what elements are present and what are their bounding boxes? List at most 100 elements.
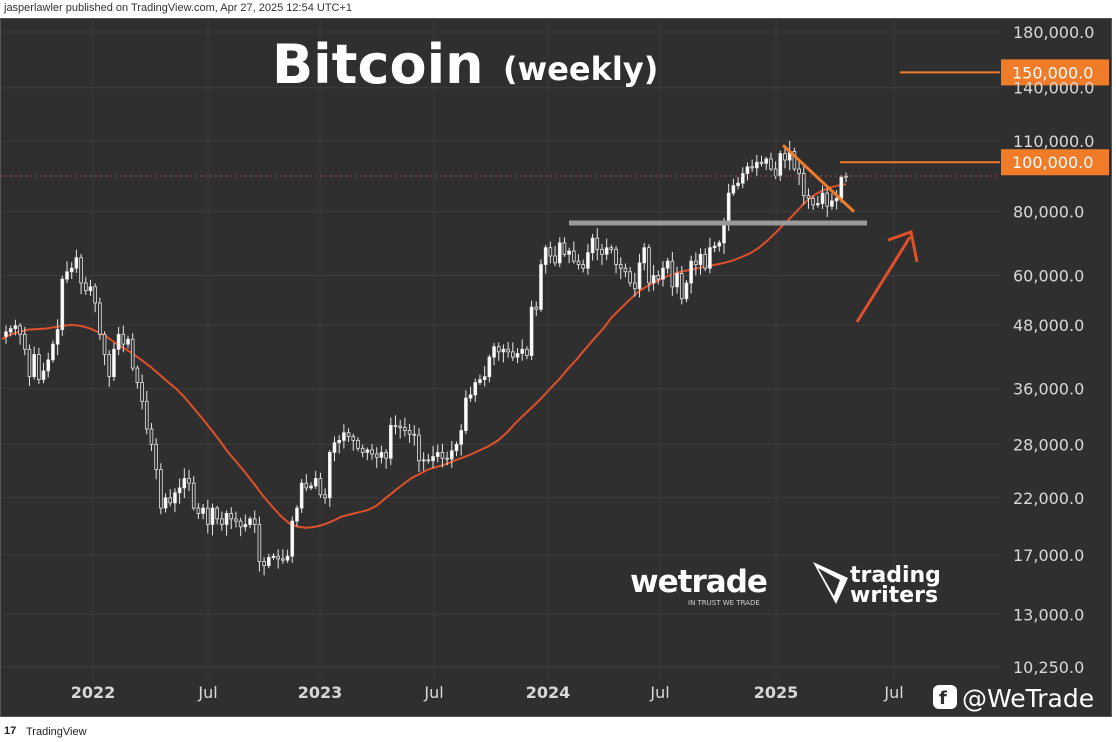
candle — [313, 470, 318, 489]
candle-body — [112, 348, 116, 378]
candle — [98, 297, 102, 340]
candle-body — [454, 443, 459, 452]
trading-writers-watermark: trading writers — [813, 562, 941, 608]
candle-body — [281, 558, 285, 561]
candle — [135, 365, 140, 389]
candle-body — [670, 260, 675, 288]
candle-body — [750, 166, 754, 169]
candle-body — [609, 247, 614, 250]
candle-body — [478, 379, 482, 383]
trading-writers-line2: writers — [850, 583, 938, 608]
candle-body — [351, 436, 356, 441]
candle-body — [187, 478, 191, 484]
tradingview-brand: TradingView — [26, 726, 87, 738]
x-tick-label: 2023 — [298, 683, 343, 702]
candle — [698, 248, 703, 275]
candle — [548, 241, 553, 264]
candle-body — [661, 267, 665, 280]
candle-body — [412, 433, 417, 436]
candle — [473, 378, 478, 402]
candle-body — [647, 247, 651, 284]
candle — [154, 438, 158, 480]
candle-body — [229, 513, 234, 520]
candle-body — [393, 424, 398, 427]
candle — [670, 251, 675, 296]
candle — [694, 252, 698, 276]
candle-body — [220, 518, 224, 525]
candle-body — [32, 354, 36, 378]
candle-body — [792, 151, 797, 170]
candle-body — [595, 237, 600, 250]
candle-body — [464, 397, 468, 431]
x-tick-label: Jul — [883, 683, 903, 702]
candle — [534, 301, 539, 317]
y-axis: 180,000.0 140,000.0 110,000.0 80,000.0 60,00… — [1013, 23, 1094, 677]
wetrade-watermark: wetrade IN TRUST WE TRADE — [630, 564, 768, 607]
candle-body — [740, 173, 745, 184]
candle-body — [144, 400, 149, 430]
candle-body — [445, 457, 449, 460]
candle-body — [337, 439, 341, 444]
candle — [637, 253, 642, 298]
candle-body — [834, 197, 839, 202]
chart-frame — [0, 18, 1112, 717]
candle-body — [346, 432, 351, 437]
candle — [93, 283, 97, 313]
candle — [290, 516, 295, 563]
candle — [149, 423, 154, 452]
candle — [182, 468, 187, 498]
candle — [703, 248, 708, 272]
candle — [679, 266, 684, 305]
candle-body — [360, 447, 365, 453]
candle — [173, 488, 177, 513]
candle-body — [529, 306, 534, 356]
arrow-head-icon — [887, 230, 919, 263]
candle-body — [562, 242, 567, 255]
y-tick-label: 22,000.0 — [1013, 489, 1084, 508]
facebook-icon — [933, 685, 957, 709]
candle — [163, 493, 168, 513]
candle — [271, 553, 276, 560]
candle-body — [515, 353, 520, 358]
candle — [126, 335, 130, 349]
candle-body — [600, 248, 604, 255]
candle — [27, 344, 32, 386]
candle — [224, 510, 229, 536]
candle-body — [51, 343, 55, 361]
candle — [600, 243, 604, 266]
candle — [74, 249, 79, 273]
y-tick-label: 10,250.0 — [1013, 658, 1084, 677]
candle-body — [675, 273, 679, 288]
candle — [379, 445, 384, 464]
candle-body — [623, 267, 628, 273]
candle — [130, 333, 135, 372]
candle-body — [252, 518, 257, 525]
candle-body — [107, 354, 112, 378]
candle-body — [83, 282, 88, 292]
candle — [121, 325, 126, 353]
candle — [65, 261, 69, 284]
candle — [633, 272, 637, 297]
candle — [337, 435, 341, 454]
candle-body — [121, 333, 126, 345]
candle — [83, 276, 88, 296]
candle — [665, 257, 670, 274]
candle — [811, 195, 815, 210]
y-tick-label: 110,000.0 — [1013, 132, 1094, 151]
candle — [482, 366, 487, 387]
candle — [450, 440, 454, 468]
candle — [525, 346, 529, 360]
candle-body — [679, 273, 684, 300]
candle — [454, 441, 459, 457]
candle-body — [698, 253, 703, 266]
candle-body — [370, 449, 374, 455]
candle-body — [726, 192, 731, 224]
candle-body — [79, 257, 83, 284]
candle-body — [417, 434, 421, 462]
social-handle: f @WeTrade — [933, 684, 1094, 713]
candle-body — [342, 432, 346, 441]
candle — [8, 325, 13, 337]
svg-text:f: f — [939, 688, 947, 709]
candle-body — [708, 247, 712, 269]
